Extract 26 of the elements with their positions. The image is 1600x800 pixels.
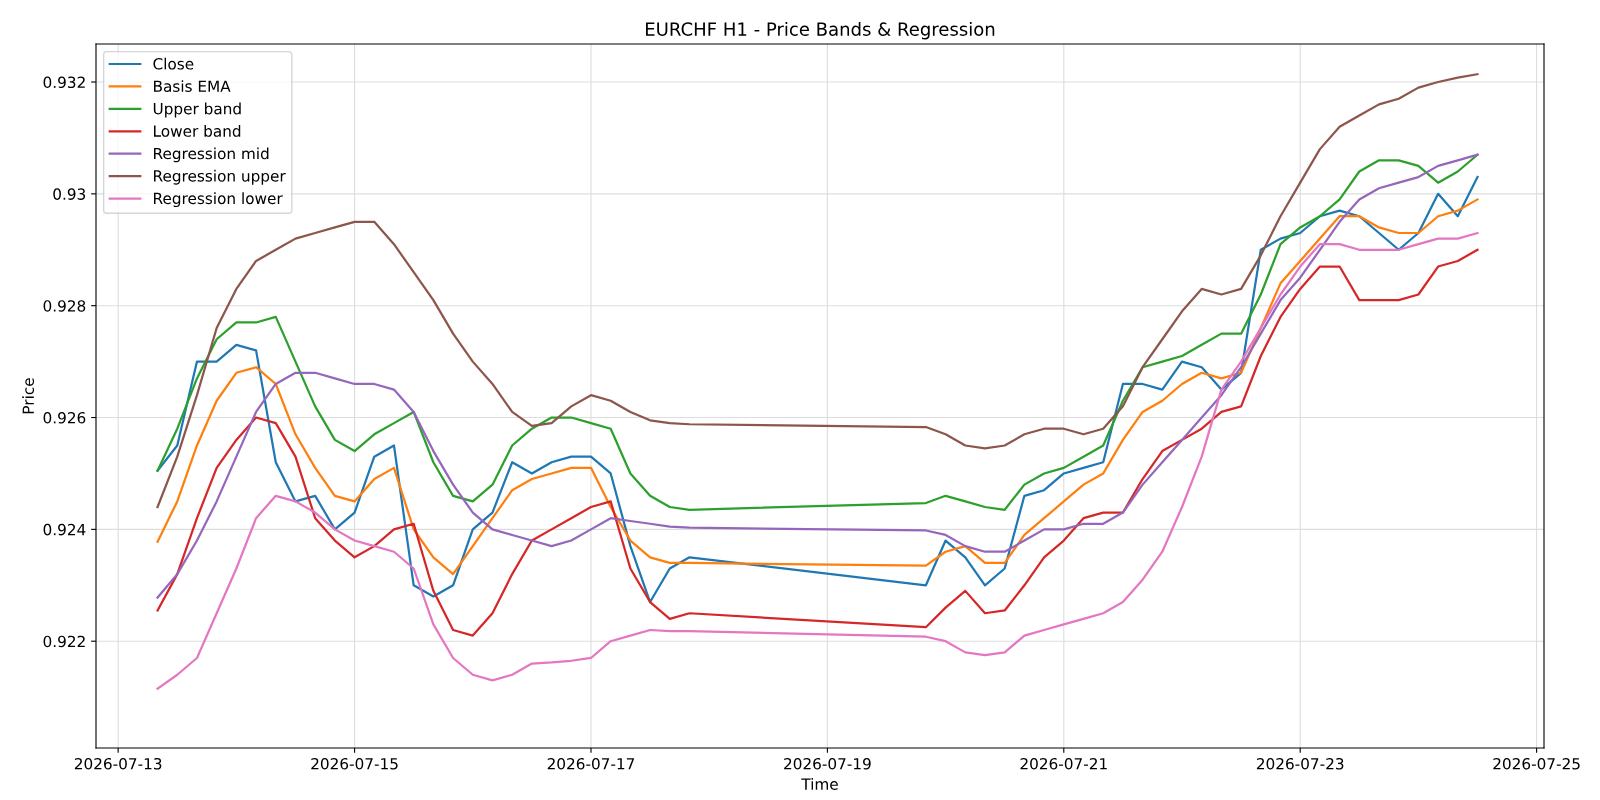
y-tick-label: 0.928	[43, 300, 86, 312]
x-tick-label: 2026-07-15	[311, 757, 398, 770]
y-tick-label: 0.922	[43, 635, 85, 648]
x-tick-label: 2026-07-21	[1020, 757, 1107, 770]
legend-label: Lower band	[154, 125, 241, 137]
legend-label: Regression mid	[154, 147, 269, 163]
y-tick-label: 0.926	[43, 411, 86, 424]
x-axis-title: Time	[801, 778, 838, 790]
x-tick-label: 2026-07-23	[1256, 757, 1344, 770]
x-tick-label: 2026-07-25	[1493, 757, 1580, 770]
y-tick-label: 0.93	[53, 188, 86, 200]
x-tick-label: 2026-07-13	[74, 757, 162, 770]
y-tick-label: 0.924	[43, 523, 86, 536]
y-tick-label: 0.932	[43, 76, 85, 89]
x-tick-label: 2026-07-19	[784, 757, 871, 770]
legend-label: Regression upper	[154, 169, 286, 185]
x-tick-label: 2026-07-17	[547, 757, 635, 770]
y-axis-title: Price	[22, 378, 35, 414]
legend-label: Upper band	[153, 102, 241, 118]
legend-label: Regression lower	[154, 192, 283, 208]
line-series	[156, 231, 1479, 690]
line-series	[156, 248, 1479, 637]
chart-title: EURCHF H1 - Price Bands & Regression	[646, 21, 995, 40]
legend-label: Basis EMA	[154, 80, 231, 92]
legend-label: Close	[153, 57, 194, 70]
line-series	[156, 73, 1479, 509]
